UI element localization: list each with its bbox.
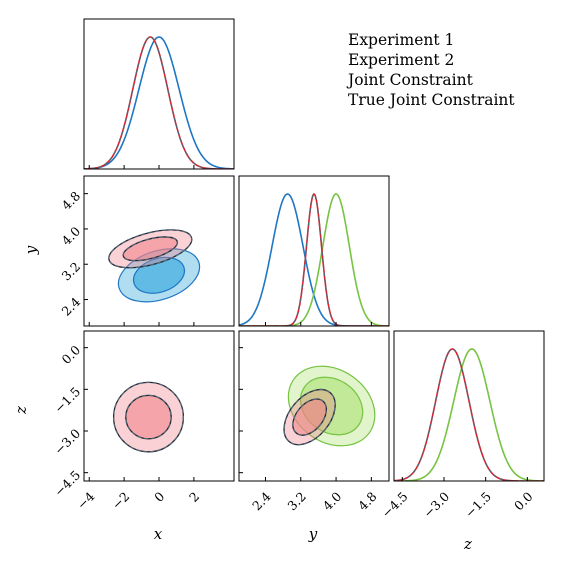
tick-label-z-0: −4.5: [379, 489, 411, 521]
tick-label-x-3: 2: [186, 489, 202, 505]
marginal-true-y: [239, 193, 389, 326]
contour-true-outer: [283, 388, 336, 446]
panel-frame-2-2: [393, 330, 545, 482]
tick-label-y-2: 4.0: [320, 489, 345, 514]
ytick-label-z-0: −4.5: [51, 467, 83, 499]
tick-label-y-1: 3.2: [284, 489, 309, 514]
contour-true-inner: [292, 398, 327, 436]
y-axis-label: y: [308, 525, 318, 543]
ytick-label-z-2: −1.5: [51, 384, 83, 416]
marginal-panel-y: [239, 192, 389, 326]
marginal-panel-z: [394, 348, 544, 481]
panel-frame-1-1: [238, 175, 390, 327]
ytick-label-y-3: 4.8: [59, 188, 84, 213]
marginal-true-z: [394, 348, 544, 481]
contour-panel-x-z: [112, 381, 185, 453]
z-axis-label-left: z: [12, 406, 30, 415]
ytick-label-y-1: 3.2: [59, 259, 84, 284]
contour-true-inner: [122, 236, 178, 262]
tick-label-z-3: 0.0: [511, 489, 536, 514]
panel-frame-2-1: [238, 330, 390, 482]
x-axis-label: x: [154, 525, 163, 543]
tick-label-y-0: 2.4: [249, 489, 274, 514]
contour-true-outer: [112, 381, 185, 453]
marginal-joint-y: [239, 192, 389, 326]
legend-true-joint-constraint: True Joint Constraint: [348, 91, 515, 109]
contour-panel-x-y: [108, 229, 201, 303]
ytick-label-z-1: −3.0: [51, 426, 83, 458]
contour-panel-y-z: [283, 365, 376, 447]
y-axis-label-left: y: [22, 245, 40, 255]
panel-frame-0-0: [83, 18, 235, 170]
marginal-exp2-z: [394, 348, 544, 481]
tick-label-x-2: 0: [151, 489, 167, 505]
ytick-label-y-0: 2.4: [59, 294, 84, 319]
tick-label-y-3: 4.8: [355, 489, 380, 514]
marginal-joint-z: [394, 348, 544, 481]
ytick-label-z-3: 0.0: [59, 342, 84, 367]
marginal-exp1-x: [84, 36, 234, 169]
tick-label-z-2: −1.5: [462, 489, 494, 521]
tick-label-x-1: −2: [109, 489, 133, 513]
ytick-label-y-2: 4.0: [59, 224, 84, 249]
legend: Experiment 1 Experiment 2 Joint Constrai…: [346, 31, 515, 109]
legend-joint-constraint: Joint Constraint: [346, 71, 474, 89]
marginal-true-x: [84, 36, 234, 169]
tick-label-x-0: −4: [74, 489, 98, 513]
marginal-exp2-y: [239, 193, 389, 326]
legend-experiment-2: Experiment 2: [348, 51, 454, 69]
marginal-panel-x: [84, 36, 234, 169]
legend-experiment-1: Experiment 1: [348, 31, 454, 49]
marginal-exp1-y: [239, 193, 389, 326]
marginal-joint-x: [84, 36, 234, 169]
tick-label-z-1: −3.0: [420, 489, 452, 521]
contour-true-inner: [125, 394, 172, 440]
z-axis-label: z: [463, 535, 472, 553]
